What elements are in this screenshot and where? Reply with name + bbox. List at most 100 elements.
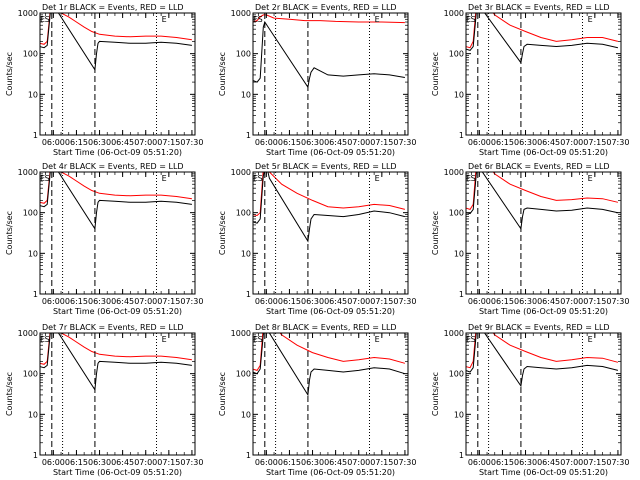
y-tick-label: 1000 [231,329,251,338]
x-axis-label: Start Time (06-Oct-09 05:51:20) [479,468,608,477]
x-tick-label: 06:45 [324,138,347,147]
x-tick-label: 06:15 [278,138,301,147]
x-axis-label: Start Time (06-Oct-09 05:51:20) [479,148,608,157]
x-tick-label: 06:00 [255,297,278,306]
y-tick-label: 100 [236,209,251,218]
chart-title: Det 8r BLACK = Events, RED = LLD [255,323,397,332]
y-tick-label: 10 [241,249,251,258]
x-tick-label: 06:15 [278,297,301,306]
y-tick-label: 1000 [18,329,38,338]
x-tick-label: 07:00 [134,297,157,306]
plot-frame [252,332,409,456]
y-tick-label: 1 [459,451,464,460]
chart-title: Det 1r BLACK = Events, RED = LLD [42,3,184,12]
plot-frame [39,12,196,136]
annotation-label: S [45,174,50,183]
events-series-line [40,13,192,72]
x-tick-label: 07:00 [560,138,583,147]
x-tick-label: 07:00 [560,297,583,306]
y-tick-label: 1 [33,290,38,299]
annotation-label: S [45,335,50,344]
y-tick-label: 1 [459,290,464,299]
x-tick-label: 06:00 [255,458,278,467]
x-tick-label: 06:30 [301,138,324,147]
x-tick-label: 06:15 [65,297,88,306]
plot-frame [39,332,196,456]
x-tick-label: 06:00 [42,297,65,306]
x-axis-label: Start Time (06-Oct-09 05:51:20) [53,468,182,477]
y-tick-label: 10 [241,410,251,419]
x-tick-label: 06:15 [278,458,301,467]
annotation-label: S [258,15,263,24]
x-tick-label: 07:30 [606,297,629,306]
annotation-label: S [258,174,263,183]
y-axis-label: Counts/sec [218,52,227,96]
y-tick-label: 1000 [444,168,464,177]
x-tick-label: 06:45 [111,458,134,467]
y-axis-label: Counts/sec [5,52,14,96]
x-tick-label: 07:00 [347,138,370,147]
y-tick-label: 1 [33,451,38,460]
series-group [40,13,192,72]
x-tick-label: 06:45 [111,297,134,306]
x-axis-label: Start Time (06-Oct-09 05:51:20) [53,148,182,157]
annotation-label: E [162,15,167,24]
events-series-line [40,172,192,231]
series-group [40,172,192,231]
series-group [253,172,406,243]
annotation-label: S [471,15,476,24]
y-tick-label: 10 [454,90,464,99]
chart-title: Det 3r BLACK = Events, RED = LLD [468,3,610,12]
y-tick-label: 1000 [231,9,251,18]
plot-frame [39,171,196,295]
annotation-label: E [162,174,167,183]
x-tick-label: 06:00 [468,297,491,306]
x-tick-label: 07:30 [393,138,416,147]
x-tick-label: 06:30 [514,138,537,147]
y-tick-label: 100 [23,50,38,59]
x-tick-label: 06:15 [65,138,88,147]
annotation-label: S [471,335,476,344]
x-tick-label: 06:00 [42,458,65,467]
x-tick-label: 07:00 [134,458,157,467]
plot-frame [252,171,409,295]
x-tick-label: 07:30 [180,138,203,147]
lld-series-line [466,333,619,369]
annotation-label: E [162,335,167,344]
y-axis-label: Counts/sec [431,52,440,96]
x-tick-label: 06:30 [301,297,324,306]
series-group [466,172,619,231]
x-tick-label: 07:30 [180,458,203,467]
y-tick-label: 1000 [444,9,464,18]
y-tick-label: 10 [28,410,38,419]
y-axis-label: Counts/sec [218,372,227,416]
annotation-label: S [471,174,476,183]
y-tick-label: 10 [454,249,464,258]
x-tick-label: 06:00 [42,138,65,147]
lld-series-line [253,14,405,24]
x-axis-label: Start Time (06-Oct-09 05:51:20) [53,307,182,316]
x-tick-label: 07:30 [606,458,629,467]
x-tick-label: 07:15 [157,458,180,467]
y-tick-label: 10 [454,410,464,419]
x-tick-label: 06:45 [537,297,560,306]
x-tick-label: 06:45 [324,297,347,306]
annotation-label: E [375,174,380,183]
x-tick-label: 06:15 [65,458,88,467]
events-series-line [253,333,406,397]
y-axis-label: Counts/sec [431,372,440,416]
plot-frame [465,171,622,295]
x-tick-label: 07:15 [583,458,606,467]
x-axis-label: Start Time (06-Oct-09 05:51:20) [266,148,395,157]
y-tick-label: 100 [449,370,464,379]
chart-title: Det 2r BLACK = Events, RED = LLD [255,3,397,12]
y-tick-label: 1 [246,451,251,460]
x-tick-label: 06:30 [301,458,324,467]
x-tick-label: 06:15 [491,458,514,467]
y-tick-label: 1 [33,131,38,140]
x-axis-label: Start Time (06-Oct-09 05:51:20) [266,307,395,316]
x-tick-label: 06:30 [88,138,111,147]
x-tick-label: 06:45 [324,458,347,467]
